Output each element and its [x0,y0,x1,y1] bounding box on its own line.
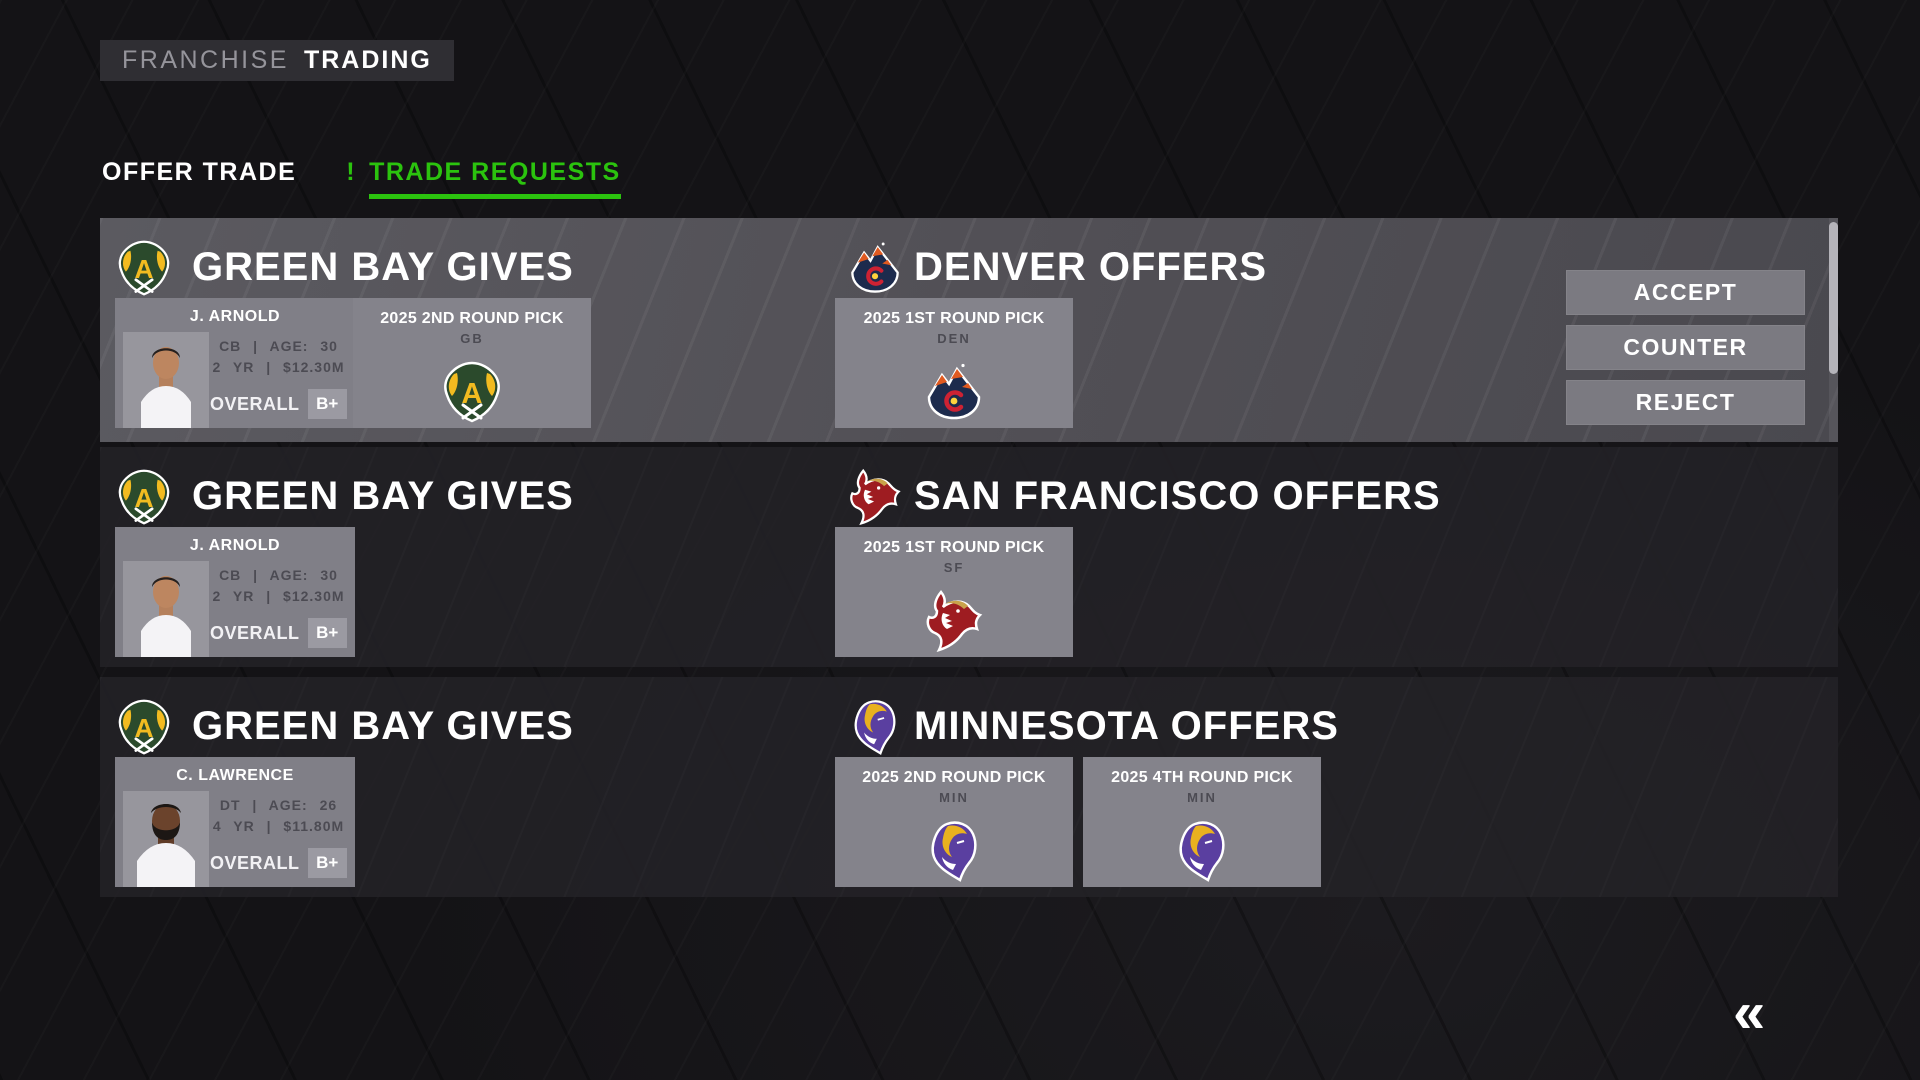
tab-trade-requests-label: TRADE REQUESTS [369,158,621,199]
gives-team-title: GREEN BAY GIVES [192,704,574,748]
san-francisco-logo [922,589,986,653]
player-overall: OVERALL B+ [210,618,347,648]
pick-title: 2025 1ST ROUND PICK [863,310,1045,327]
player-card: J. ARNOLD CB | AGE: 30 2 YR | $12.30M OV… [115,298,355,428]
trade-request-row-minnesota[interactable]: GREEN BAY GIVES C. LAWRENCE DT | AGE: 26… [100,677,1838,897]
player-name: J. ARNOLD [189,537,281,554]
minnesota-logo [922,819,986,883]
trade-request-row-san-francisco[interactable]: GREEN BAY GIVES J. ARNOLD CB | AGE: 30 2… [100,447,1838,667]
player-overall: OVERALL B+ [210,389,347,419]
tab-offer-trade[interactable]: OFFER TRADE [102,158,296,187]
offers-team-title: SAN FRANCISCO OFFERS [914,474,1441,518]
player-photo [123,791,209,887]
pick-title: 2025 2ND ROUND PICK [862,769,1046,786]
offers-team-title: DENVER OFFERS [914,245,1268,289]
minnesota-logo [1170,819,1234,883]
green-bay-logo [115,698,173,756]
denver-logo [922,360,986,424]
player-contract: 2 YR | $12.30M [212,588,345,604]
draft-pick-card: 2025 1ST ROUND PICK DEN [835,298,1073,428]
player-name: J. ARNOLD [189,308,281,325]
tab-trade-requests[interactable]: ! TRADE REQUESTS [346,158,621,199]
overall-label: OVERALL [210,393,300,414]
tab-bar: OFFER TRADE ! TRADE REQUESTS [102,158,621,199]
player-name: C. LAWRENCE [176,767,294,784]
denver-logo [846,239,904,297]
draft-pick-card: 2025 4TH ROUND PICK MIN [1083,757,1321,887]
scrollbar-thumb[interactable] [1829,222,1838,374]
player-position-age: CB | AGE: 30 [219,338,338,354]
pick-team-abbr: GB [460,331,484,346]
accept-button[interactable]: ACCEPT [1566,270,1805,315]
pick-title: 2025 1ST ROUND PICK [863,539,1045,556]
overall-grade-badge: B+ [307,848,347,878]
green-bay-logo [115,468,173,526]
pick-team-abbr: MIN [1187,790,1217,805]
pick-title: 2025 4TH ROUND PICK [1111,769,1293,786]
player-overall: OVERALL B+ [210,848,347,878]
draft-pick-card: 2025 1ST ROUND PICK SF [835,527,1073,657]
player-position-age: DT | AGE: 26 [219,797,338,813]
pick-team-abbr: DEN [937,331,971,346]
player-photo [123,332,209,428]
alert-exclamation-icon: ! [346,158,357,186]
green-bay-logo [440,360,504,424]
counter-button[interactable]: COUNTER [1566,325,1805,370]
overall-grade-badge: B+ [307,389,347,419]
overall-grade-badge: B+ [307,618,347,648]
tab-offer-trade-label: OFFER TRADE [102,158,297,186]
reject-button[interactable]: REJECT [1566,380,1805,425]
player-position-age: CB | AGE: 30 [219,567,338,583]
player-contract: 2 YR | $12.30M [212,359,345,375]
page-title-primary: FRANCHISE [122,46,289,74]
player-card: C. LAWRENCE DT | AGE: 26 4 YR | $11.80M … [115,757,355,887]
back-chevrons-icon[interactable]: « [1733,980,1765,1045]
pick-title: 2025 2ND ROUND PICK [380,310,564,327]
draft-pick-card: 2025 2ND ROUND PICK GB [353,298,591,428]
trade-request-row-denver[interactable]: GREEN BAY GIVES J. ARNOLD CB | AGE: 30 2… [100,218,1838,442]
offers-team-title: MINNESOTA OFFERS [914,704,1339,748]
page-title: FRANCHISE TRADING [100,40,454,81]
player-contract: 4 YR | $11.80M [212,818,345,834]
draft-pick-card: 2025 2ND ROUND PICK MIN [835,757,1073,887]
minnesota-logo [846,698,904,756]
overall-label: OVERALL [210,852,300,873]
san-francisco-logo [846,468,904,526]
overall-label: OVERALL [210,622,300,643]
gives-team-title: GREEN BAY GIVES [192,245,574,289]
green-bay-logo [115,239,173,297]
gives-team-title: GREEN BAY GIVES [192,474,574,518]
pick-team-abbr: MIN [939,790,969,805]
player-card: J. ARNOLD CB | AGE: 30 2 YR | $12.30M OV… [115,527,355,657]
pick-team-abbr: SF [943,560,965,575]
page-title-secondary: TRADING [303,46,432,74]
player-photo [123,561,209,657]
